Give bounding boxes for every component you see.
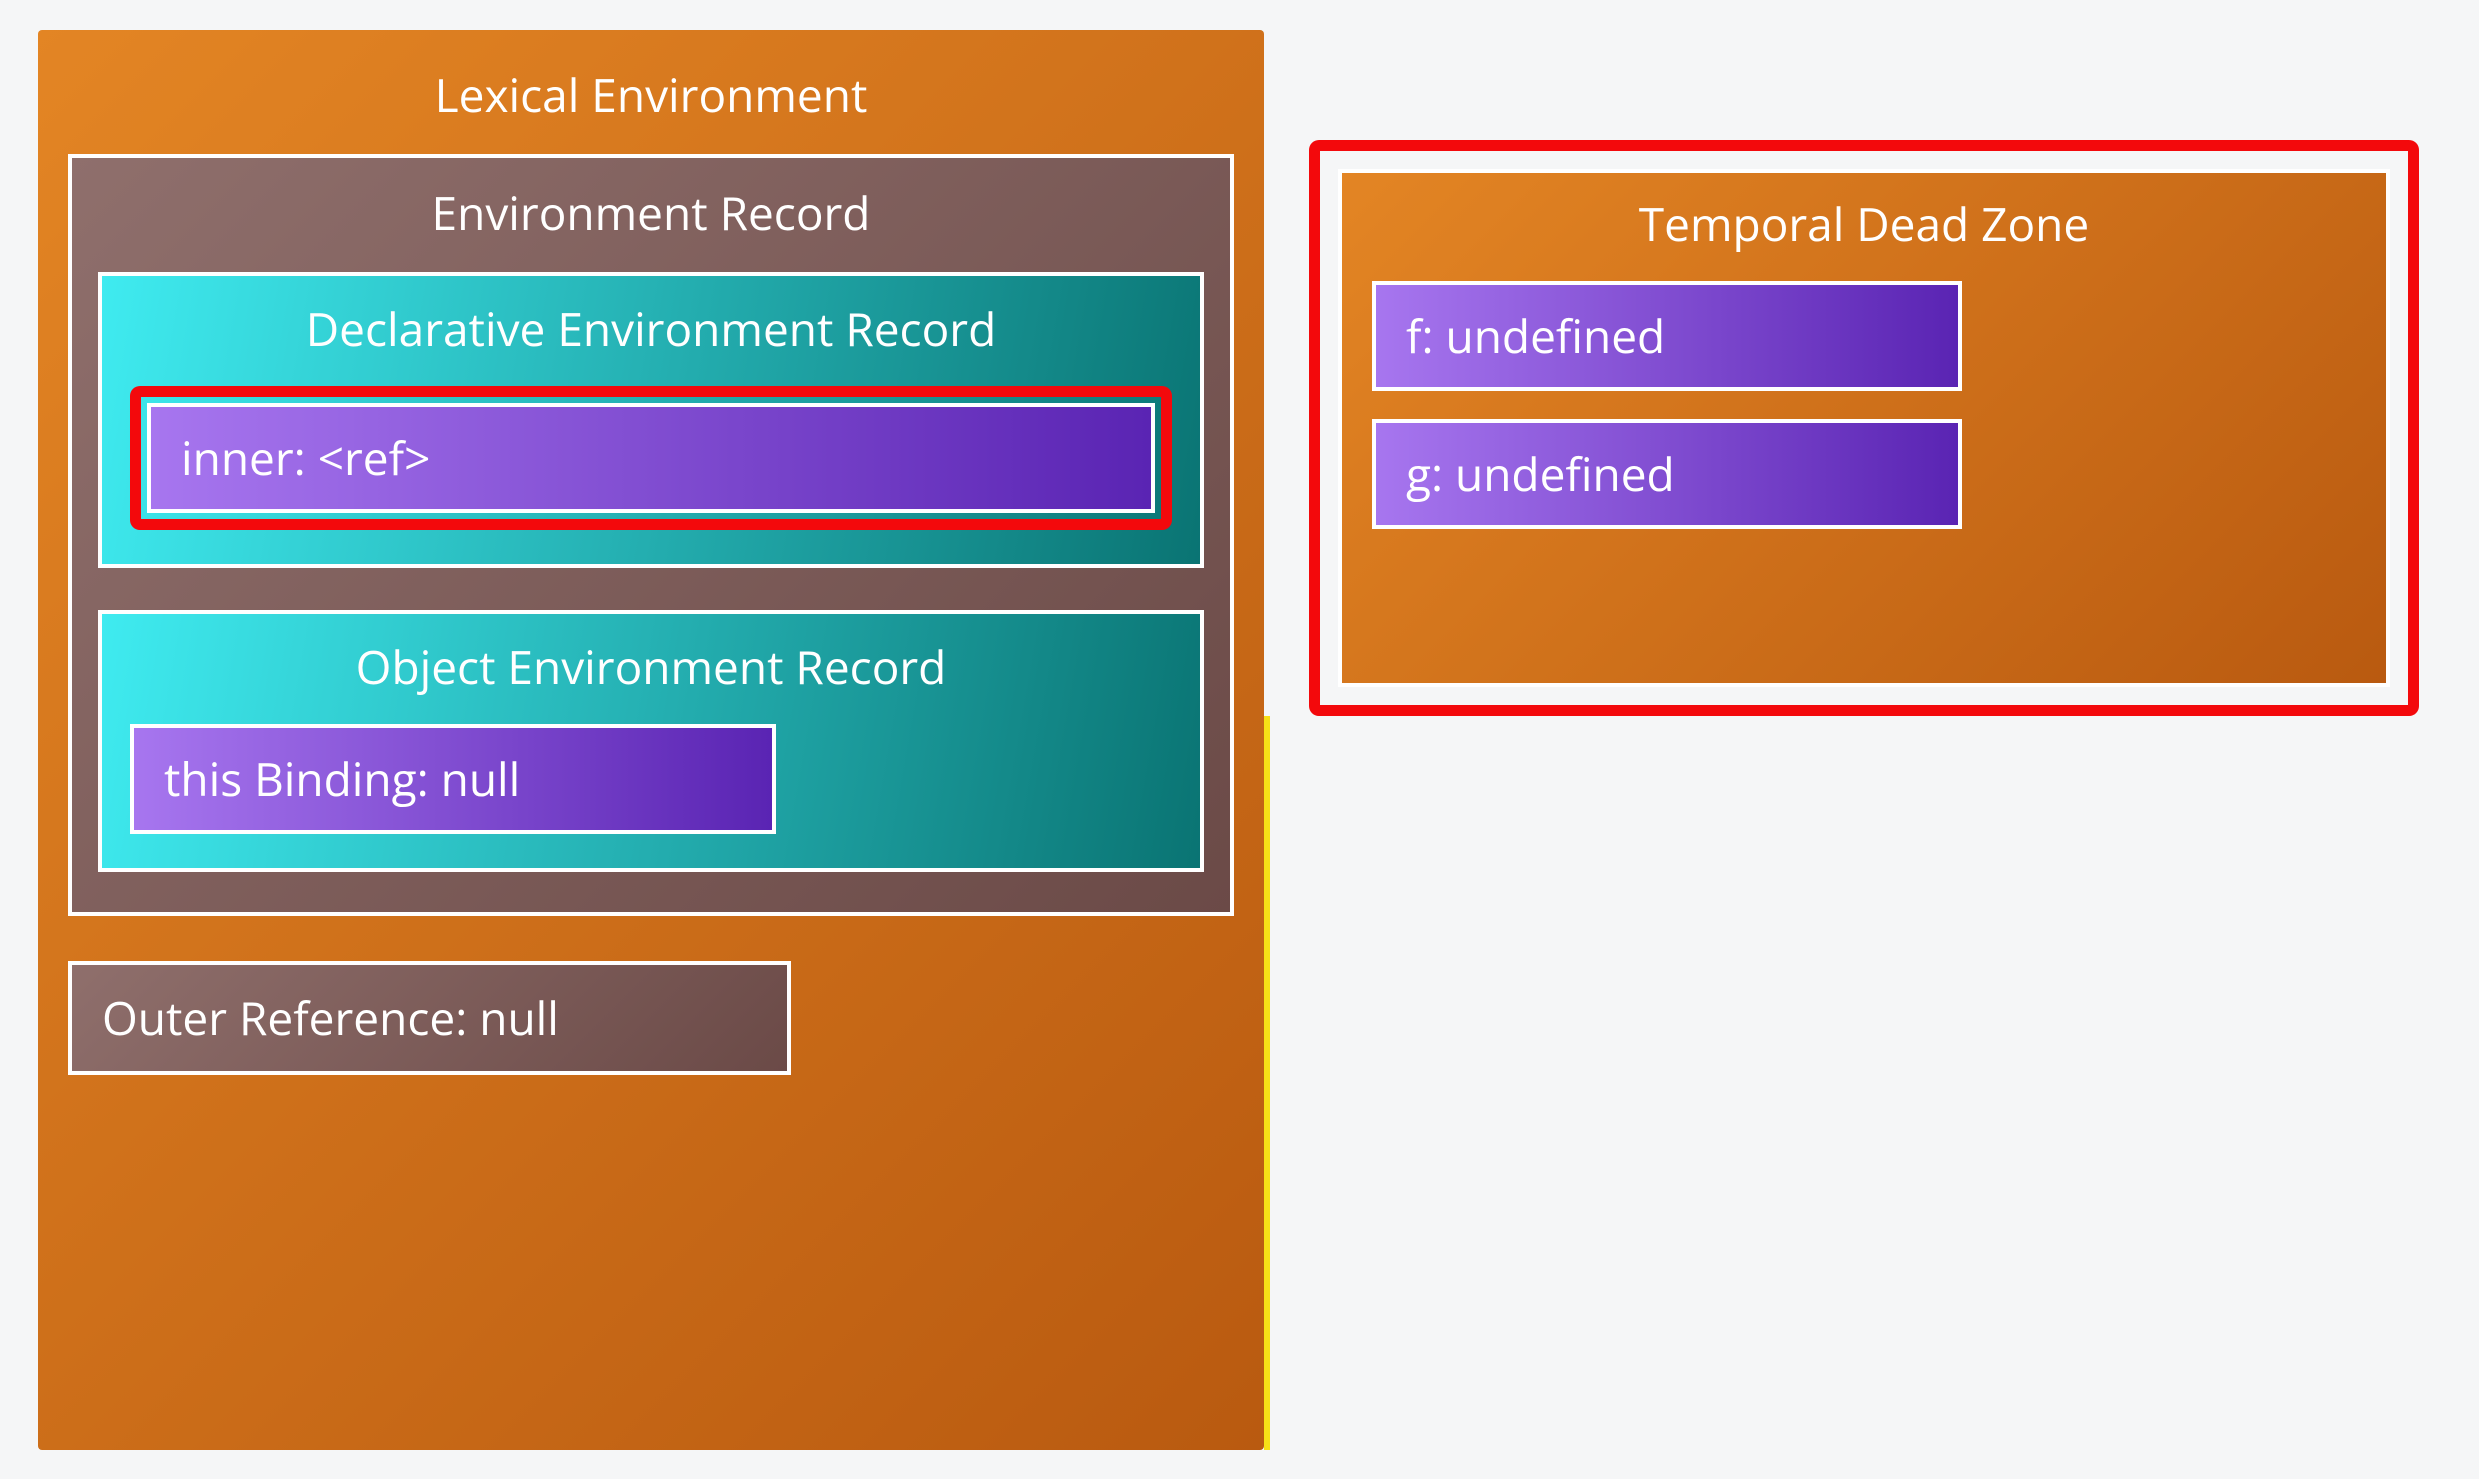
binding-this-label: this Binding: null <box>164 748 520 810</box>
declarative-environment-record-title: Declarative Environment Record <box>130 292 1172 386</box>
lexical-environment-box: Lexical Environment Environment Record D… <box>38 30 1264 1450</box>
binding-inner: inner: <ref> <box>147 403 1155 513</box>
outer-reference-label: Outer Reference: null <box>102 987 559 1049</box>
temporal-dead-zone-box: Temporal Dead Zone f: undefined g: undef… <box>1338 169 2390 687</box>
tdz-binding-f: f: undefined <box>1372 281 1962 391</box>
declarative-environment-record-box: Declarative Environment Record inner: <r… <box>98 272 1204 568</box>
tdz-binding-g-label: g: undefined <box>1406 443 1675 505</box>
declarative-highlight-frame: inner: <ref> <box>130 386 1172 530</box>
binding-this: this Binding: null <box>130 724 776 834</box>
decorative-yellow-stripe <box>1264 716 1270 1450</box>
outer-reference-box: Outer Reference: null <box>68 961 791 1075</box>
temporal-dead-zone-highlight-frame: Temporal Dead Zone f: undefined g: undef… <box>1309 140 2419 716</box>
tdz-binding-f-label: f: undefined <box>1406 305 1665 367</box>
diagram-canvas: Lexical Environment Environment Record D… <box>0 0 2479 1479</box>
tdz-binding-g: g: undefined <box>1372 419 1962 529</box>
environment-record-box: Environment Record Declarative Environme… <box>68 154 1234 916</box>
binding-inner-label: inner: <ref> <box>181 427 430 489</box>
lexical-environment-title: Lexical Environment <box>68 52 1234 154</box>
temporal-dead-zone-title: Temporal Dead Zone <box>1372 187 2356 281</box>
object-environment-record-title: Object Environment Record <box>130 630 1172 724</box>
environment-record-title: Environment Record <box>98 176 1204 272</box>
object-environment-record-box: Object Environment Record this Binding: … <box>98 610 1204 872</box>
